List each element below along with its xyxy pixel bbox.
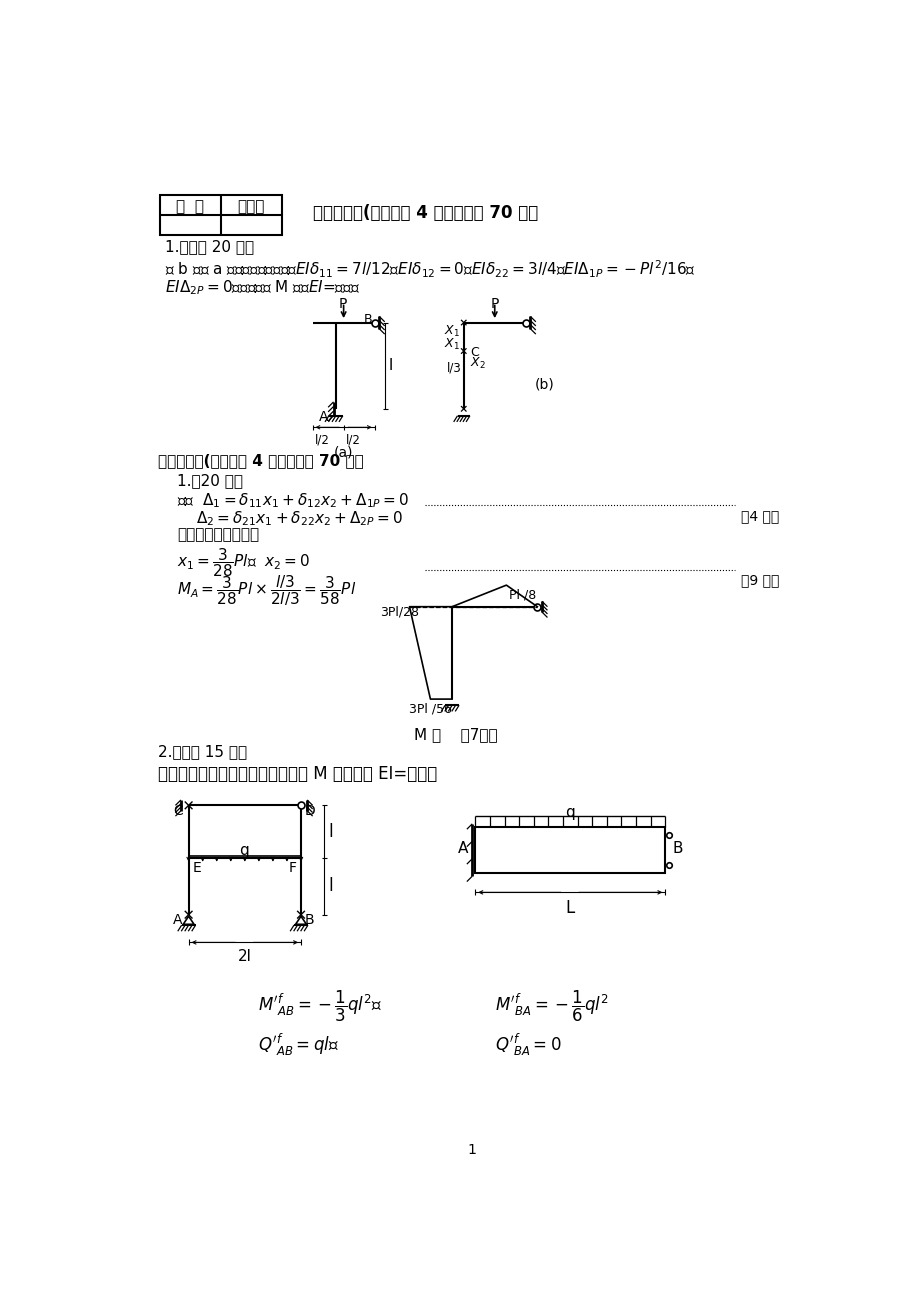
Text: $M'^{f}_{BA}=-\dfrac{1}{6}ql^2$: $M'^{f}_{BA}=-\dfrac{1}{6}ql^2$	[494, 988, 608, 1023]
Text: 三、计算题(本大题共 4 小题，总计 70 分）: 三、计算题(本大题共 4 小题，总计 70 分）	[157, 453, 363, 467]
Text: l: l	[328, 878, 333, 896]
Text: 1.（20 分）: 1.（20 分）	[176, 473, 243, 488]
Text: $M'^{f}_{AB}=-\dfrac{1}{3}ql^2$，: $M'^{f}_{AB}=-\dfrac{1}{3}ql^2$，	[258, 988, 382, 1023]
Text: 3Pl/28: 3Pl/28	[380, 605, 418, 618]
Text: 由：  $\Delta_1=\delta_{11}x_1+\delta_{12}x_2+\Delta_{1P}=0$: 由： $\Delta_1=\delta_{11}x_1+\delta_{12}x…	[176, 491, 409, 510]
Text: (b): (b)	[535, 378, 554, 391]
Text: C: C	[173, 803, 183, 818]
Text: 将已知条件代入得：: 将已知条件代入得：	[176, 527, 259, 543]
Text: l/3: l/3	[447, 362, 461, 375]
Text: 3Pl /56: 3Pl /56	[408, 703, 451, 716]
Bar	[160, 195, 282, 234]
Text: $Q'^{f}_{AB}=ql$，: $Q'^{f}_{AB}=ql$，	[258, 1031, 339, 1059]
Text: B: B	[304, 913, 314, 927]
Text: $X_1$: $X_1$	[443, 336, 459, 352]
Text: 得  分: 得 分	[176, 199, 204, 215]
Text: E: E	[192, 861, 201, 875]
Text: Pl /8: Pl /8	[508, 589, 536, 602]
Text: (a): (a)	[334, 445, 353, 460]
Text: 评卷人: 评卷人	[237, 199, 265, 215]
Text: $X_1$: $X_1$	[443, 324, 459, 340]
Text: $M_A=\dfrac{3}{28}Pl\times\dfrac{l/3}{2l/3}=\dfrac{3}{58}Pl$: $M_A=\dfrac{3}{28}Pl\times\dfrac{l/3}{2l…	[176, 574, 356, 608]
Text: P: P	[491, 297, 499, 311]
Text: P: P	[338, 297, 347, 311]
Text: C: C	[470, 346, 478, 359]
Text: 用位移法计算图示对称刚架，并作 M 图。各杆 EI=常数。: 用位移法计算图示对称刚架，并作 M 图。各杆 EI=常数。	[157, 766, 437, 784]
Text: q: q	[239, 844, 249, 858]
Text: F: F	[289, 861, 296, 875]
Text: 图 b 为图 a 的基本体系。已知：$EI\delta_{11}=7l/12$，$EI\delta_{12}=0$，$EI\delta_{22}=3l/4$，$: 图 b 为图 a 的基本体系。已知：$EI\delta_{11}=7l/12$，…	[165, 259, 696, 280]
Text: l/2: l/2	[314, 434, 330, 447]
Text: $x_1=\dfrac{3}{28}Pl$；  $x_2=0$: $x_1=\dfrac{3}{28}Pl$； $x_2=0$	[176, 547, 310, 579]
Text: （4 分）: （4 分）	[741, 509, 778, 523]
Text: M 图    （7分）: M 图 （7分）	[414, 727, 497, 742]
Text: 1: 1	[467, 1143, 475, 1157]
Text: $EI\Delta_{2P}=0$。求结构的 M 图。$EI$=常数。: $EI\Delta_{2P}=0$。求结构的 M 图。$EI$=常数。	[165, 277, 360, 297]
Text: 2l: 2l	[237, 949, 251, 963]
Text: l/2: l/2	[346, 434, 360, 447]
Text: D: D	[304, 803, 315, 818]
Text: A: A	[458, 841, 468, 855]
Text: q: q	[564, 806, 574, 820]
Text: $X_2$: $X_2$	[470, 355, 485, 371]
Bar	[475, 827, 664, 874]
Text: L: L	[564, 898, 574, 917]
Text: l: l	[328, 823, 333, 841]
Text: （9 分）: （9 分）	[741, 574, 778, 587]
Text: 2.（本题 15 分）: 2.（本题 15 分）	[157, 743, 246, 759]
Text: A: A	[173, 913, 183, 927]
Text: 1.（本题 20 分）: 1.（本题 20 分）	[165, 240, 255, 254]
Text: 三、计算题(本大题共 4 小题，总计 70 分）: 三、计算题(本大题共 4 小题，总计 70 分）	[312, 204, 538, 221]
Text: B: B	[673, 841, 683, 855]
Text: A: A	[319, 410, 328, 424]
Text: $\Delta_2=\delta_{21}x_1+\delta_{22}x_2+\Delta_{2P}=0$: $\Delta_2=\delta_{21}x_1+\delta_{22}x_2+…	[196, 509, 403, 527]
Text: $Q'^{f}_{BA}=0$: $Q'^{f}_{BA}=0$	[494, 1031, 561, 1059]
Text: l: l	[388, 358, 392, 374]
Text: B: B	[363, 314, 372, 327]
